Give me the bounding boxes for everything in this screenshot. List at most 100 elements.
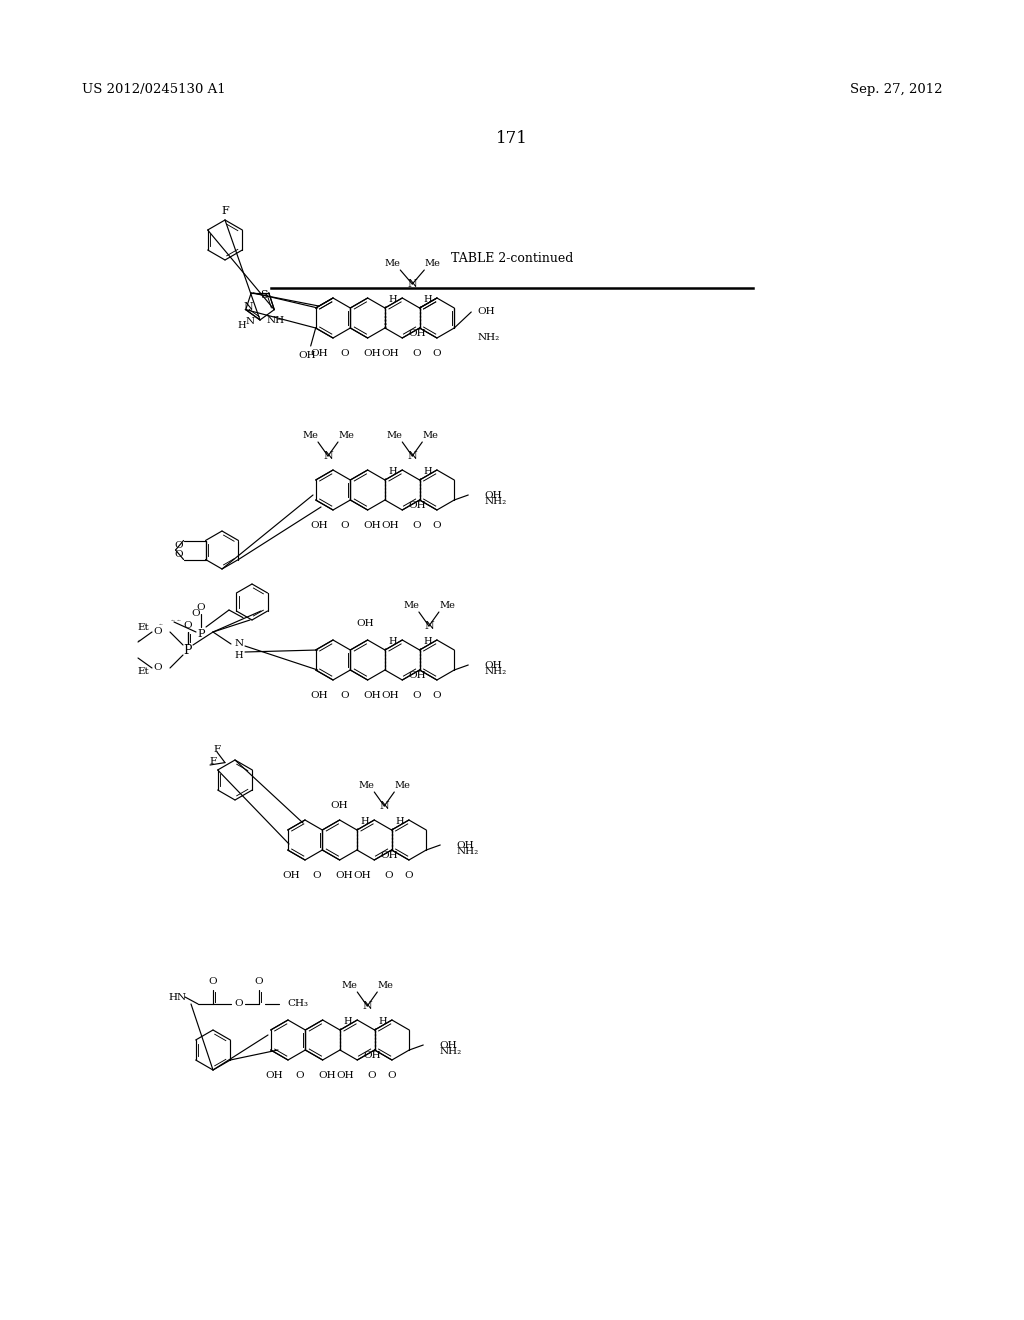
Text: O: O: [341, 348, 349, 358]
Text: O: O: [296, 1071, 304, 1080]
Text: Me: Me: [341, 982, 357, 990]
Text: Me: Me: [302, 432, 317, 441]
Text: N: N: [408, 279, 417, 289]
Text: OH: OH: [331, 801, 348, 810]
Text: N: N: [380, 801, 389, 810]
Text: OH: OH: [382, 348, 399, 358]
Text: O: O: [367, 1071, 376, 1080]
Text: OH: OH: [337, 1071, 354, 1080]
Text: H: H: [423, 296, 432, 305]
Text: O: O: [341, 690, 349, 700]
Text: H: H: [423, 638, 432, 647]
Text: H: H: [389, 638, 397, 647]
Text: O: O: [388, 1071, 396, 1080]
Text: NH₂: NH₂: [484, 498, 507, 507]
Text: O: O: [209, 978, 217, 986]
Text: O: O: [412, 690, 421, 700]
Text: OH: OH: [364, 1052, 381, 1060]
Text: OH: OH: [318, 1071, 337, 1080]
Text: H: H: [238, 321, 247, 330]
Text: OH: OH: [409, 330, 426, 338]
Text: OH: OH: [353, 870, 371, 879]
Text: O: O: [404, 870, 414, 879]
Text: O: O: [255, 978, 263, 986]
Text: OH: OH: [457, 841, 474, 850]
Text: H: H: [423, 467, 432, 477]
Text: OH: OH: [409, 672, 426, 681]
Text: Me: Me: [378, 982, 393, 990]
Text: NH₂: NH₂: [439, 1048, 462, 1056]
Text: N: N: [362, 1001, 372, 1011]
Text: Me: Me: [424, 260, 440, 268]
Text: O: O: [197, 602, 206, 611]
Text: Me: Me: [439, 602, 455, 610]
Text: OH: OH: [364, 690, 382, 700]
Text: ethoxy: ethoxy: [177, 619, 181, 620]
Text: Me: Me: [358, 781, 374, 791]
Text: OH: OH: [382, 690, 399, 700]
Text: US 2012/0245130 A1: US 2012/0245130 A1: [82, 83, 225, 96]
Text: P: P: [183, 644, 193, 656]
Text: O: O: [312, 870, 322, 879]
Text: ethyl: ethyl: [138, 639, 141, 640]
Text: TABLE 2-continued: TABLE 2-continued: [451, 252, 573, 265]
Text: OH: OH: [283, 870, 300, 879]
Text: Me: Me: [338, 432, 354, 441]
Text: OH: OH: [409, 502, 426, 511]
Text: H: H: [360, 817, 370, 826]
Text: O: O: [174, 550, 183, 558]
Text: OH: OH: [382, 520, 399, 529]
Text: O: O: [432, 690, 441, 700]
Text: N: N: [234, 639, 244, 648]
Text: H: H: [389, 296, 397, 305]
Text: OH: OH: [310, 520, 328, 529]
Text: N: N: [244, 302, 254, 312]
Text: Me: Me: [384, 260, 400, 268]
Text: H: H: [344, 1018, 352, 1027]
Text: OH: OH: [484, 491, 502, 499]
Text: OH: OH: [364, 348, 382, 358]
Text: OH: OH: [364, 520, 382, 529]
Text: O: O: [174, 541, 183, 550]
Text: O: O: [154, 664, 163, 672]
Text: O: O: [384, 870, 392, 879]
Text: N: N: [408, 451, 417, 461]
Text: Et: Et: [137, 668, 148, 676]
Text: O: O: [341, 520, 349, 529]
Text: F: F: [221, 206, 229, 216]
Text: HN: HN: [169, 993, 187, 1002]
Text: Me: Me: [394, 781, 411, 791]
Text: OH: OH: [439, 1040, 457, 1049]
Text: OH: OH: [381, 851, 398, 861]
Text: H: H: [395, 817, 403, 826]
Text: N: N: [424, 620, 434, 631]
Text: ethoxy: ethoxy: [171, 619, 175, 620]
Text: O: O: [432, 348, 441, 358]
Text: N: N: [324, 451, 333, 461]
Text: NH₂: NH₂: [457, 847, 478, 857]
Text: 171: 171: [496, 131, 528, 147]
Text: O: O: [183, 620, 193, 630]
Text: OH: OH: [299, 351, 316, 360]
Text: OH: OH: [356, 619, 375, 628]
Text: OH: OH: [336, 870, 353, 879]
Text: O: O: [412, 520, 421, 529]
Text: OH: OH: [477, 308, 495, 317]
Text: Me: Me: [403, 602, 419, 610]
Text: NH₂: NH₂: [484, 668, 507, 676]
Text: F: F: [213, 746, 220, 755]
Text: H: H: [234, 652, 244, 660]
Text: ethoxy: ethoxy: [159, 623, 163, 624]
Text: O: O: [234, 999, 244, 1008]
Text: NH₂: NH₂: [477, 334, 500, 342]
Text: F: F: [210, 758, 216, 767]
Text: P: P: [198, 630, 205, 639]
Text: NH: NH: [266, 315, 285, 325]
Text: Me: Me: [422, 432, 438, 441]
Text: H: H: [378, 1018, 387, 1027]
Text: H: H: [389, 467, 397, 477]
Text: O: O: [432, 520, 441, 529]
Text: OH: OH: [484, 660, 502, 669]
Text: Et: Et: [137, 623, 148, 632]
Text: OH: OH: [310, 348, 328, 358]
